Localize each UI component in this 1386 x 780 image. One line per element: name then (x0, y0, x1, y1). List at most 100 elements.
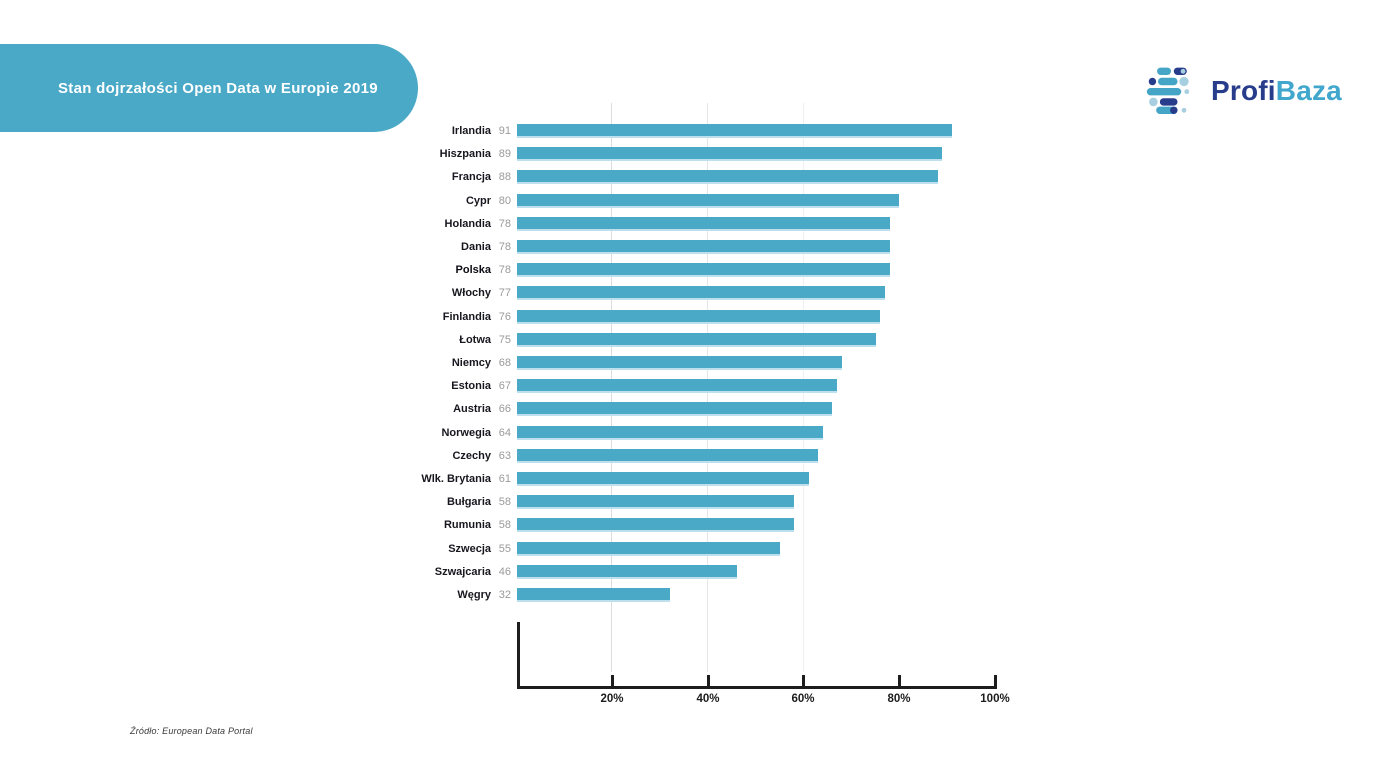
country-label: Szwecja (448, 543, 491, 555)
value-label: 68 (498, 357, 511, 369)
chart-row: Irlandia 91 (0, 123, 1060, 139)
source-note: Źródło: European Data Portal (130, 726, 253, 736)
value-label: 64 (498, 427, 511, 439)
x-axis-tick (611, 675, 614, 686)
country-label: Holandia (444, 218, 491, 230)
bar (517, 286, 885, 300)
bar (517, 449, 818, 463)
bar (517, 402, 832, 416)
country-label: Niemcy (451, 357, 491, 369)
chart-row: Łotwa 75 (0, 332, 1060, 348)
country-label: Szwajcaria (434, 566, 491, 578)
value-label: 61 (498, 473, 511, 485)
value-label: 55 (498, 543, 511, 555)
bar (517, 356, 842, 370)
value-label: 58 (498, 496, 511, 508)
country-label: Finlandia (442, 311, 491, 323)
chart-row: Wlk. Brytania 61 (0, 471, 1060, 487)
bar (517, 333, 876, 347)
bar (517, 518, 794, 532)
value-label: 78 (498, 264, 511, 276)
logo-text-baza: Baza (1275, 74, 1342, 106)
chart-row: Rumunia 58 (0, 517, 1060, 533)
country-label: Irlandia (451, 125, 491, 137)
country-label: Bułgaria (446, 496, 491, 508)
country-label: Cypr (465, 195, 491, 207)
country-label: Łotwa (459, 334, 491, 346)
chart-row: Węgry 32 (0, 587, 1060, 603)
country-label: Francja (451, 171, 491, 183)
title-banner: Stan dojrzałości Open Data w Europie 201… (0, 44, 418, 132)
chart-row: Norwegia 64 (0, 425, 1060, 441)
chart-row: Austria 66 (0, 401, 1060, 417)
bar (517, 147, 942, 161)
bar (517, 310, 880, 324)
chart-row: Estonia 67 (0, 378, 1060, 394)
x-axis-tick (707, 675, 710, 686)
chart-row: Bułgaria 58 (0, 494, 1060, 510)
chart-row: Czechy 63 (0, 448, 1060, 464)
country-label: Dania (461, 241, 491, 253)
x-axis-tick-label: 20% (600, 693, 624, 705)
country-label: Włochy (451, 287, 491, 299)
country-label: Czechy (452, 450, 491, 462)
logo-text-profi: Profi (1211, 74, 1276, 106)
bar (517, 588, 670, 602)
country-label: Estonia (451, 380, 491, 392)
value-label: 76 (498, 311, 511, 323)
x-axis-tick (898, 675, 901, 686)
country-label: Rumunia (443, 519, 491, 531)
bar (517, 495, 794, 509)
value-label: 80 (498, 195, 511, 207)
bar (517, 194, 899, 208)
x-axis-line (517, 686, 997, 689)
chart-row: Holandia 78 (0, 216, 1060, 232)
bar (517, 240, 890, 254)
country-label: Wlk. Brytania (421, 473, 491, 485)
bar (517, 217, 890, 231)
bar (517, 124, 952, 138)
page-title: Stan dojrzałości Open Data w Europie 201… (58, 79, 378, 97)
value-label: 66 (498, 403, 511, 415)
bar (517, 426, 823, 440)
bar (517, 542, 780, 556)
value-label: 77 (498, 287, 511, 299)
bar (517, 472, 809, 486)
bar (517, 379, 837, 393)
bar (517, 170, 938, 184)
profibaza-logo: ProfiBaza (1145, 60, 1342, 121)
chart-row: Hiszpania 89 (0, 146, 1060, 162)
x-axis-tick-label: 100% (980, 693, 1010, 705)
x-axis-tick-label: 80% (887, 693, 911, 705)
x-axis-tick-label: 40% (696, 693, 720, 705)
value-label: 58 (498, 519, 511, 531)
country-label: Austria (453, 403, 491, 415)
y-axis-line (517, 622, 520, 689)
value-label: 32 (498, 589, 511, 601)
chart-row: Cypr 80 (0, 193, 1060, 209)
chart-row: Włochy 77 (0, 285, 1060, 301)
country-label: Hiszpania (439, 148, 491, 160)
x-axis-tick-label: 60% (791, 693, 815, 705)
chart-row: Polska 78 (0, 262, 1060, 278)
value-label: 88 (498, 171, 511, 183)
value-label: 46 (498, 566, 511, 578)
chart-row: Szwecja 55 (0, 541, 1060, 557)
country-label: Węgry (457, 589, 491, 601)
value-label: 78 (498, 241, 511, 253)
value-label: 78 (498, 218, 511, 230)
chart-row: Francja 88 (0, 169, 1060, 185)
x-axis-tick (994, 675, 997, 686)
x-axis-tick (802, 675, 805, 686)
bar (517, 565, 737, 579)
logo-wordmark: ProfiBaza (1211, 63, 1342, 119)
country-label: Norwegia (441, 427, 491, 439)
value-label: 91 (498, 125, 511, 137)
value-label: 67 (498, 380, 511, 392)
value-label: 63 (498, 450, 511, 462)
chart-row: Dania 78 (0, 239, 1060, 255)
chart-row: Finlandia 76 (0, 309, 1060, 325)
chart-row: Szwajcaria 46 (0, 564, 1060, 580)
bar (517, 263, 890, 277)
